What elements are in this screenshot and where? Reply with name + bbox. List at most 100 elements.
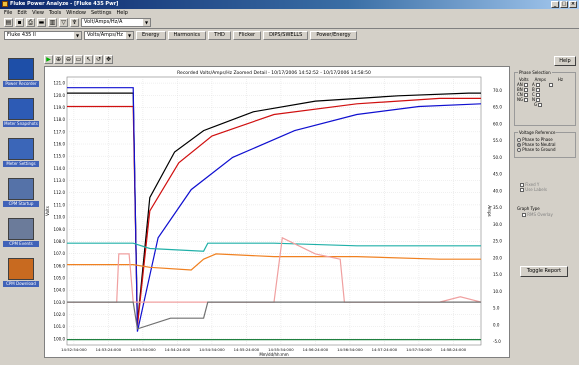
- tab-harmonics[interactable]: Harmonics: [167, 31, 207, 40]
- volts-checkbox[interactable]: [524, 98, 528, 102]
- y-tick-label-left: 119.0: [54, 105, 66, 110]
- y-tick-label-left: 115.0: [54, 154, 66, 159]
- y-tick-label-right: 30.0: [493, 222, 502, 227]
- y-tick-label-left: 106.0: [54, 263, 66, 268]
- menu-view[interactable]: View: [32, 10, 44, 16]
- amps-checkbox[interactable]: [535, 93, 540, 97]
- phase-row: G: [517, 102, 573, 107]
- volts-checkbox[interactable]: [524, 88, 528, 92]
- window-title: Fluke Power Analyze - [Fluke 435 Pwr]: [10, 1, 119, 7]
- y-tick-label-left: 100.0: [54, 336, 66, 341]
- chart-icon[interactable]: ▥: [48, 18, 57, 27]
- maximize-button[interactable]: □: [560, 1, 568, 8]
- amps-label: G: [534, 102, 538, 107]
- undo-zoom-icon[interactable]: ↺: [94, 55, 103, 64]
- meter-combo[interactable]: Fluke 435 II ▼: [4, 31, 82, 40]
- y-tick-label-left: 116.0: [54, 142, 66, 147]
- sidebar-item-label: Meter Snapshots: [3, 121, 39, 127]
- sidebar-item-label: Meter Settings: [3, 161, 39, 167]
- sidebar-item-0[interactable]: Power Recorder: [3, 58, 39, 92]
- amps-checkbox[interactable]: [535, 88, 540, 92]
- menu-window[interactable]: Window: [66, 10, 86, 16]
- main-toolbar: ▤ ▪ ⎙ ▬ ▥ ▽ ♆ Volt/Amps/Hz/A ▼: [0, 17, 579, 29]
- rms-overlay-checkbox[interactable]: [522, 213, 526, 217]
- amps-checkbox[interactable]: [535, 83, 540, 87]
- toggle-report-button[interactable]: Toggle Report: [520, 266, 568, 277]
- app-icon: [2, 1, 8, 7]
- amps-checkbox[interactable]: [538, 103, 543, 107]
- y-tick-label-left: 104.0: [54, 288, 66, 293]
- phase-label: CN: [517, 92, 523, 97]
- sidebar-item-3[interactable]: CPM Startup: [3, 178, 39, 212]
- use-labels-checkbox[interactable]: [520, 188, 524, 192]
- fixed-y-label: Fixed Y: [525, 182, 540, 187]
- close-button[interactable]: ×: [569, 1, 577, 8]
- x-tick-label: 14:54:54:000: [199, 347, 225, 352]
- cursor-icon[interactable]: ↖: [84, 55, 93, 64]
- menu-tools[interactable]: Tools: [48, 10, 62, 16]
- sidebar-item-label: CPM Download: [3, 281, 39, 287]
- phase-to-neutral-label: Phase to Neutral: [522, 142, 556, 147]
- series-line-2: [67, 87, 482, 332]
- y-tick-label-left: 110.0: [54, 215, 66, 220]
- zoom-window-icon[interactable]: ▭: [74, 55, 83, 64]
- menu-edit[interactable]: Edit: [17, 10, 28, 16]
- zoom-out-icon[interactable]: ⊖: [64, 55, 73, 64]
- y-tick-label-left: 101.0: [54, 324, 66, 329]
- chart-title: Recorded Volts/Amps/Hz Zoomed Detail - 1…: [177, 70, 371, 76]
- tab-energy[interactable]: Energy: [136, 31, 166, 40]
- phase-row: AN A: [517, 82, 573, 87]
- series-line-4: [67, 253, 481, 271]
- pan-icon[interactable]: ✥: [104, 55, 113, 64]
- meter-icon[interactable]: ▬: [37, 18, 46, 27]
- filter-icon[interactable]: ▽: [59, 18, 68, 27]
- save-icon[interactable]: ▪: [15, 18, 24, 27]
- settings-icon: [8, 138, 34, 160]
- y-tick-label-right: 25.0: [493, 239, 502, 244]
- open-icon[interactable]: ▤: [4, 18, 13, 27]
- sidebar-item-5[interactable]: CPM Download: [3, 258, 39, 292]
- tab-dips-swells[interactable]: DIPS/SWELLS: [263, 31, 309, 40]
- y-tick-label-right: 5.0: [493, 306, 500, 311]
- phase-to-ground-radio[interactable]: [517, 148, 521, 152]
- y-tick-label-left: 111.0: [54, 202, 66, 207]
- sidebar-item-1[interactable]: Meter Snapshots: [3, 98, 39, 132]
- menu-file[interactable]: File: [4, 10, 13, 16]
- sidebar: Power Recorder Meter Snapshots Meter Setti…: [3, 58, 39, 358]
- chart-area[interactable]: Recorded Volts/Amps/Hz Zoomed Detail - 1…: [44, 66, 510, 358]
- phase-selection-group: Phase Selection Volts Amps Hz AN A BN B CN C NG N…: [514, 70, 576, 126]
- y-tick-label-left: 103.0: [54, 300, 66, 305]
- play-icon[interactable]: ▶: [44, 55, 53, 64]
- y-tick-label-left: 121.0: [54, 81, 66, 86]
- sidebar-item-4[interactable]: CPM Events: [3, 218, 39, 252]
- menu-bar: File Edit View Tools Window Settings Hel…: [0, 9, 579, 17]
- menu-help[interactable]: Help: [116, 10, 128, 16]
- x-axis-label: Mm/dd/hh:mm: [259, 352, 288, 357]
- graph-type-group: Graph Type RMS Overlay: [514, 204, 576, 218]
- probe-icon[interactable]: ♆: [70, 18, 79, 27]
- x-tick-label: 14:57:54:000: [406, 347, 432, 352]
- tab-power-energy[interactable]: Power/Energy: [310, 31, 357, 40]
- amps-label: N: [532, 97, 535, 102]
- sub-combo[interactable]: Volts/Amps/Hz ▼: [84, 31, 134, 40]
- volts-checkbox[interactable]: [524, 83, 528, 87]
- tab-flicker[interactable]: Flicker: [232, 31, 262, 40]
- zoom-in-icon[interactable]: ⊕: [54, 55, 63, 64]
- help-button[interactable]: Help: [554, 56, 576, 66]
- x-tick-label: 14:56:24:000: [303, 347, 329, 352]
- tab-thd[interactable]: THD: [208, 31, 231, 40]
- options-block: Fixed Y Use Labels: [520, 182, 547, 192]
- hz-checkbox[interactable]: [548, 83, 553, 87]
- print-icon[interactable]: ⎙: [26, 18, 35, 27]
- sidebar-item-2[interactable]: Meter Settings: [3, 138, 39, 172]
- view-combo[interactable]: Volt/Amps/Hz/A ▼: [81, 18, 151, 27]
- minimize-button[interactable]: _: [551, 1, 559, 8]
- volts-checkbox[interactable]: [524, 93, 528, 97]
- x-tick-label: 14:53:24:000: [96, 347, 122, 352]
- amps-checkbox[interactable]: [536, 98, 540, 102]
- phase-row: CN C: [517, 92, 573, 97]
- menu-settings[interactable]: Settings: [90, 10, 112, 16]
- download-icon: [8, 258, 34, 280]
- phase-label: AN: [517, 82, 523, 87]
- series-line-3: [67, 242, 481, 252]
